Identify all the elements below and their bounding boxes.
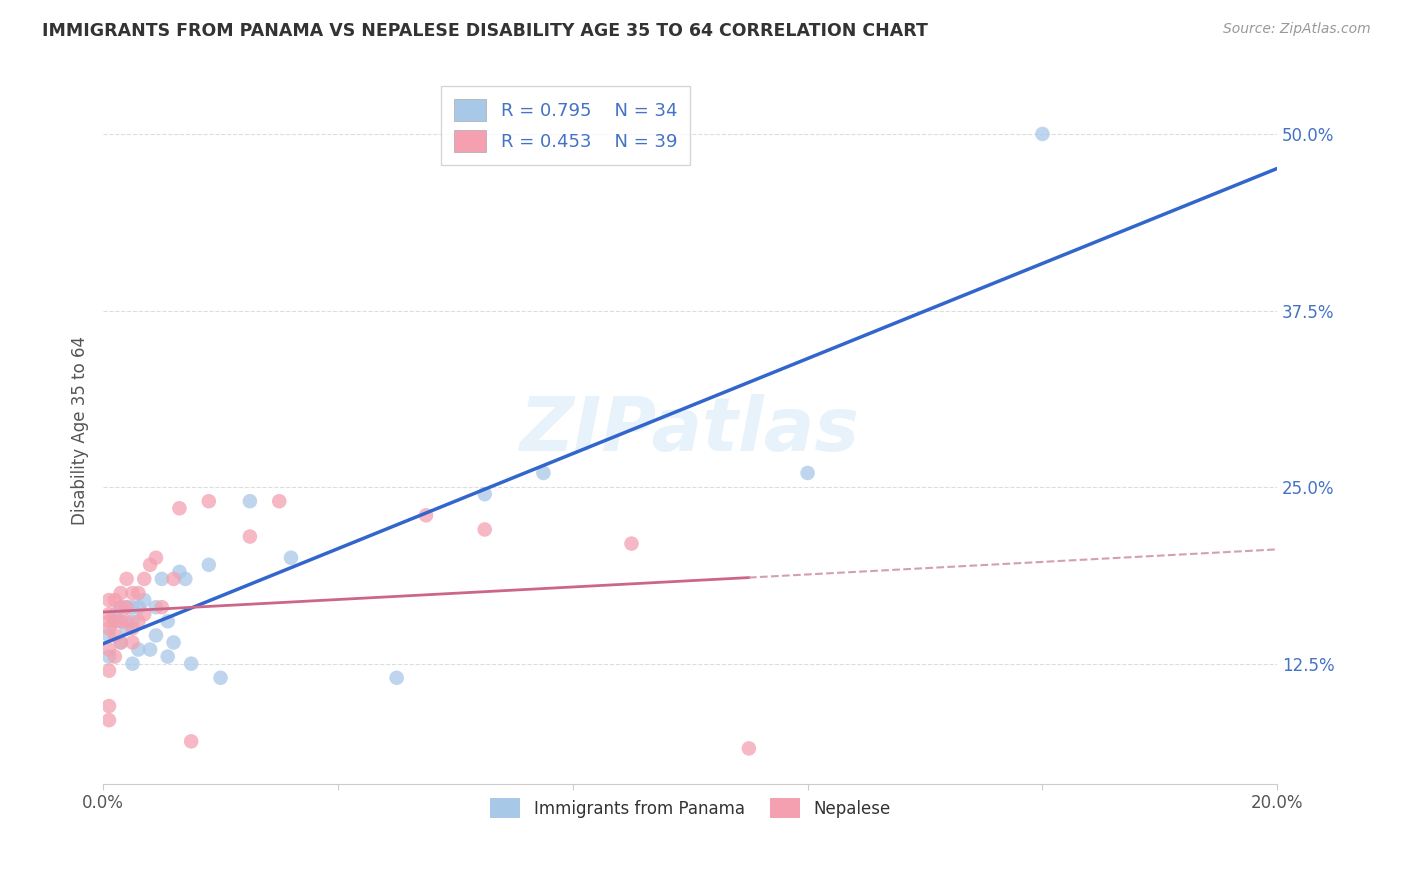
Point (98, 642, 121, 657)
Text: ZIPatlas: ZIPatlas (520, 394, 860, 467)
Point (139, 642, 162, 657)
Point (121, 586, 143, 600)
Point (180, 734, 202, 748)
Point (239, 494, 262, 508)
Point (104, 649, 127, 664)
Point (198, 494, 221, 508)
Point (239, 529, 262, 543)
Point (121, 600, 143, 615)
Point (127, 586, 149, 600)
Point (121, 621, 143, 635)
Point (1031, 127, 1053, 141)
Point (198, 558, 221, 572)
Point (115, 600, 138, 615)
Point (127, 642, 149, 657)
Point (127, 600, 149, 615)
Point (110, 635, 132, 649)
Point (110, 586, 132, 600)
Point (98, 713, 121, 727)
Point (738, 741, 761, 756)
Point (104, 628, 127, 642)
Point (98, 649, 121, 664)
Point (115, 621, 138, 635)
Point (162, 572, 184, 586)
Point (415, 508, 437, 523)
Point (104, 607, 127, 622)
Point (98, 621, 121, 635)
Point (98, 664, 121, 678)
Point (474, 523, 496, 537)
Point (145, 550, 167, 565)
Point (156, 649, 179, 664)
Point (162, 635, 184, 649)
Point (110, 600, 132, 615)
Point (169, 565, 191, 579)
Point (156, 615, 179, 629)
Point (145, 628, 167, 642)
Point (134, 593, 156, 607)
Point (134, 572, 156, 586)
Point (98, 593, 121, 607)
Text: IMMIGRANTS FROM PANAMA VS NEPALESE DISABILITY AGE 35 TO 64 CORRELATION CHART: IMMIGRANTS FROM PANAMA VS NEPALESE DISAB… (42, 22, 928, 40)
Point (121, 615, 143, 629)
Point (110, 600, 132, 615)
Point (174, 572, 197, 586)
Point (121, 635, 143, 649)
Point (98, 699, 121, 714)
Point (269, 494, 291, 508)
Text: Source: ZipAtlas.com: Source: ZipAtlas.com (1223, 22, 1371, 37)
Point (110, 615, 132, 629)
Point (115, 615, 138, 629)
Point (134, 607, 156, 622)
Point (104, 615, 127, 629)
Point (145, 600, 167, 615)
Point (796, 466, 818, 480)
Point (169, 501, 191, 516)
Point (620, 536, 643, 550)
Point (121, 657, 143, 671)
Point (474, 487, 496, 501)
Point (115, 572, 138, 586)
Point (209, 671, 232, 685)
Point (110, 615, 132, 629)
Point (104, 615, 127, 629)
Point (385, 671, 408, 685)
Point (110, 635, 132, 649)
Y-axis label: Disability Age 35 to 64: Disability Age 35 to 64 (72, 336, 89, 525)
Point (115, 600, 138, 615)
Point (98, 628, 121, 642)
Point (150, 572, 173, 586)
Point (98, 615, 121, 629)
Legend: Immigrants from Panama, Nepalese: Immigrants from Panama, Nepalese (484, 791, 897, 825)
Point (104, 593, 127, 607)
Point (98, 607, 121, 622)
Point (127, 615, 149, 629)
Point (180, 657, 202, 671)
Point (533, 466, 555, 480)
Point (280, 550, 302, 565)
Point (150, 600, 173, 615)
Point (139, 558, 162, 572)
